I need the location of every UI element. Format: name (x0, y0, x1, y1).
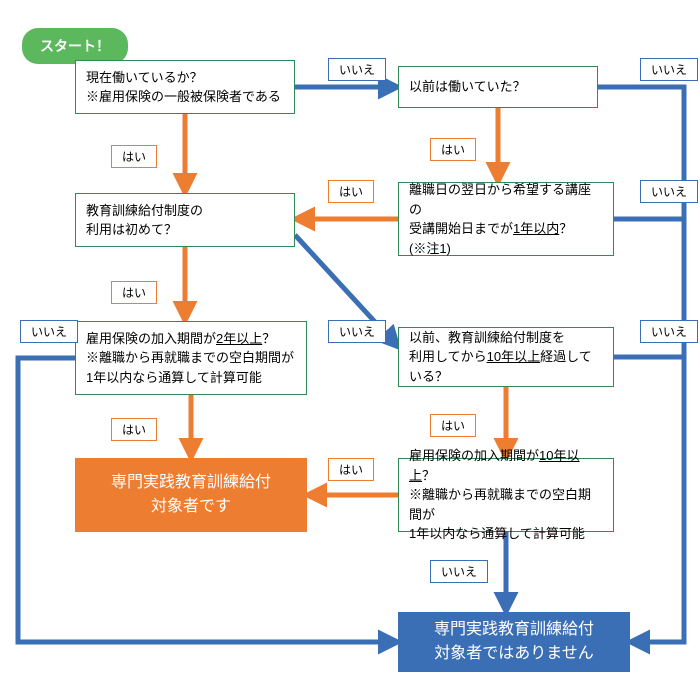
edge-label: はい (111, 145, 157, 168)
edge-label: いいえ (20, 320, 78, 343)
edge-label: いいえ (328, 320, 386, 343)
edge-label: はい (111, 418, 157, 441)
r-yes: 専門実践教育訓練給付対象者です (75, 458, 307, 532)
edge-label: いいえ (640, 58, 698, 81)
edge-label: いいえ (430, 560, 488, 583)
edge-label: いいえ (328, 58, 386, 81)
start-badge: スタート！ (22, 28, 128, 64)
edge-label: はい (328, 180, 374, 203)
r-no: 専門実践教育訓練給付対象者ではありません (398, 612, 630, 672)
q1: 現在働いているか？※雇用保険の一般被保険者である (75, 60, 295, 114)
q4: 離職日の翌日から希望する講座の受講開始日までが1年以内？(※注1) (398, 182, 614, 256)
q5: 雇用保険の加入期間が2年以上？※離職から再就職までの空白期間が 1年以内なら通算… (75, 321, 307, 395)
edge-label: いいえ (640, 180, 698, 203)
q3: 教育訓練給付制度の利用は初めて？ (75, 193, 295, 247)
edge-label: はい (430, 138, 476, 161)
q6: 以前、教育訓練給付制度を利用してから10年以上経過している？ (398, 327, 614, 387)
edge-label: はい (328, 458, 374, 481)
edge-label: いいえ (640, 320, 698, 343)
edge-label: はい (111, 281, 157, 304)
edge-label: はい (430, 414, 476, 437)
q7: 雇用保険の加入期間が10年以上？※離職から再就職までの空白期間が 1年以内なら通… (398, 458, 614, 532)
q2: 以前は働いていた？ (398, 66, 598, 108)
